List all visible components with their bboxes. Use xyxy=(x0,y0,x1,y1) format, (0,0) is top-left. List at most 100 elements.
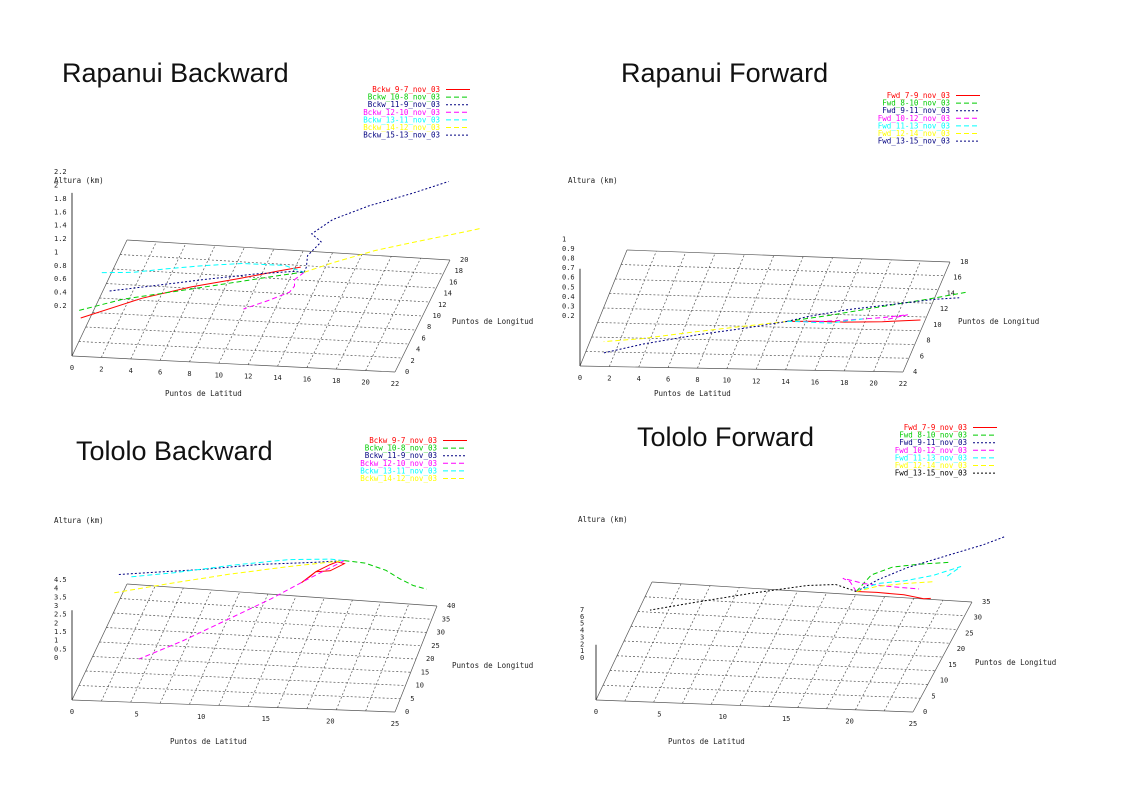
legend-label: Fwd_12-14_nov_03 xyxy=(878,129,950,138)
z-tick-label: 2 xyxy=(580,640,584,648)
legend-label: Bckw_11-9_nov_03 xyxy=(368,100,440,109)
series-line xyxy=(80,266,301,319)
z-tick-label: 1 xyxy=(54,637,58,645)
legend-label: Bckw_12-10_nov_03 xyxy=(360,459,437,468)
z-tick-label: 0.5 xyxy=(562,283,575,291)
y-tick-label: 20 xyxy=(957,645,965,653)
x-tick-label: 2 xyxy=(99,365,103,373)
x-tick-label: 8 xyxy=(187,370,191,378)
z-tick-label: 4 xyxy=(580,627,584,635)
z-tick-label: 1.5 xyxy=(54,628,67,636)
chart-tololo-forward: Tololo Forward 0 5 10 15 20 25 0 5 10 15 20 25 30 35 7… xyxy=(561,396,1122,792)
legend-label: Fwd_12-14_nov_03 xyxy=(895,461,967,470)
y-tick-label: 16 xyxy=(953,274,961,282)
legend-label: Bckw_12-10_nov_03 xyxy=(363,108,440,117)
y-tick-label: 35 xyxy=(982,598,990,606)
y-tick-label: 30 xyxy=(437,629,445,637)
grid-line xyxy=(306,599,353,709)
y-tick-label: 0 xyxy=(405,368,409,376)
legend-label: Bckw_11-9_nov_03 xyxy=(365,451,437,460)
grid-line xyxy=(120,254,444,275)
series-line xyxy=(787,318,863,324)
grid-line xyxy=(591,336,915,345)
legend-label: Bckw_14-12_nov_03 xyxy=(360,474,437,483)
y-tick-label: 6 xyxy=(920,352,924,360)
y-axis-label: Puntos de Longitud xyxy=(958,317,1039,326)
series-line xyxy=(856,591,931,600)
z-tick-label: 5 xyxy=(580,620,584,628)
x-tick-label: 6 xyxy=(666,376,670,384)
y-tick-label: 10 xyxy=(416,682,424,690)
y-tick-label: 25 xyxy=(431,642,439,650)
grid-line xyxy=(335,601,381,710)
y-tick-label: 30 xyxy=(974,614,982,622)
y-tick-label: 15 xyxy=(948,661,956,669)
y-axis-label: Puntos de Longitud xyxy=(975,658,1056,667)
x-tick-label: 20 xyxy=(361,379,369,387)
grid-line xyxy=(99,297,423,317)
x-tick-label: 18 xyxy=(332,377,340,385)
x-tick-label: 12 xyxy=(244,373,252,381)
grid-line xyxy=(113,268,437,289)
x-axis-label: Puntos de Latitud xyxy=(654,389,731,396)
series-line xyxy=(344,560,427,590)
x-tick-label: 22 xyxy=(391,380,399,388)
x-tick-label: 15 xyxy=(782,715,790,723)
z-tick-label: 0.6 xyxy=(562,274,575,282)
grid-line xyxy=(394,259,451,373)
grid-line xyxy=(126,239,451,261)
x-tick-label: 18 xyxy=(840,379,848,387)
grid-line xyxy=(218,248,275,364)
legend: Bckw_9-7_nov_03Bckw_10-8_nov_03Bckw_11-9… xyxy=(360,436,467,483)
grid-line xyxy=(78,685,401,700)
legend-label: Bckw_13-11_nov_03 xyxy=(360,466,437,475)
series-line xyxy=(138,560,345,660)
z-tick-label: 0.2 xyxy=(562,312,575,320)
y-tick-label: 20 xyxy=(426,655,434,663)
grid-line xyxy=(726,255,775,369)
x-tick-label: 14 xyxy=(273,374,281,382)
x-tick-label: 0 xyxy=(594,708,598,716)
y-tick-label: 4 xyxy=(416,346,420,354)
z-tick-label: 1 xyxy=(580,647,584,655)
z-tick-label: 2 xyxy=(54,619,58,627)
y-tick-label: 16 xyxy=(449,278,457,286)
z-tick-label: 3 xyxy=(54,602,58,610)
legend-label: Fwd_7-9_nov_03 xyxy=(904,423,967,432)
grid-line xyxy=(306,254,363,368)
x-axis-label: Puntos de Latitud xyxy=(170,737,247,746)
grid-line xyxy=(85,326,409,345)
grid-line xyxy=(609,250,657,367)
x-tick-label: 12 xyxy=(752,377,760,385)
grid-line xyxy=(682,587,740,704)
series-line xyxy=(117,560,345,576)
z-tick-label: 3.5 xyxy=(54,593,67,601)
legend-label: Fwd_13-15_nov_03 xyxy=(895,469,967,478)
grid-line xyxy=(78,341,402,359)
z-tick-label: 2.5 xyxy=(54,611,67,619)
z-tick-label: 3 xyxy=(580,633,584,641)
x-tick-label: 10 xyxy=(215,371,223,379)
grid-line xyxy=(71,355,396,373)
legend-label: Bckw_10-8_nov_03 xyxy=(368,93,440,102)
legend-label: Bckw_9-7_nov_03 xyxy=(372,85,440,94)
grid-line xyxy=(130,243,187,360)
legend-label: Fwd_11-13_nov_03 xyxy=(878,121,950,130)
y-axis-label: Puntos de Longitud xyxy=(452,661,533,670)
grid-line xyxy=(797,594,856,708)
z-tick-label: 0.2 xyxy=(54,302,67,310)
grid-line xyxy=(651,581,973,603)
chart-rapanui-forward: Rapanui Forward 0 2 4 6 8 10 12 14 16 18 20 22 4 6 8 10… xyxy=(561,0,1122,396)
y-tick-label: 12 xyxy=(438,301,446,309)
grid-line xyxy=(902,261,951,373)
grid-line xyxy=(126,583,438,607)
x-tick-label: 20 xyxy=(845,718,853,726)
series-line xyxy=(303,181,449,273)
z-tick-label: 4 xyxy=(54,585,58,593)
chart-canvas: 0 2 4 6 8 10 12 14 16 18 20 22468101214161810.90.80… xyxy=(562,91,1039,396)
grid-line xyxy=(247,250,304,365)
grid-line xyxy=(579,365,904,373)
z-tick-label: 4.5 xyxy=(54,576,67,584)
y-tick-label: 10 xyxy=(940,677,948,685)
